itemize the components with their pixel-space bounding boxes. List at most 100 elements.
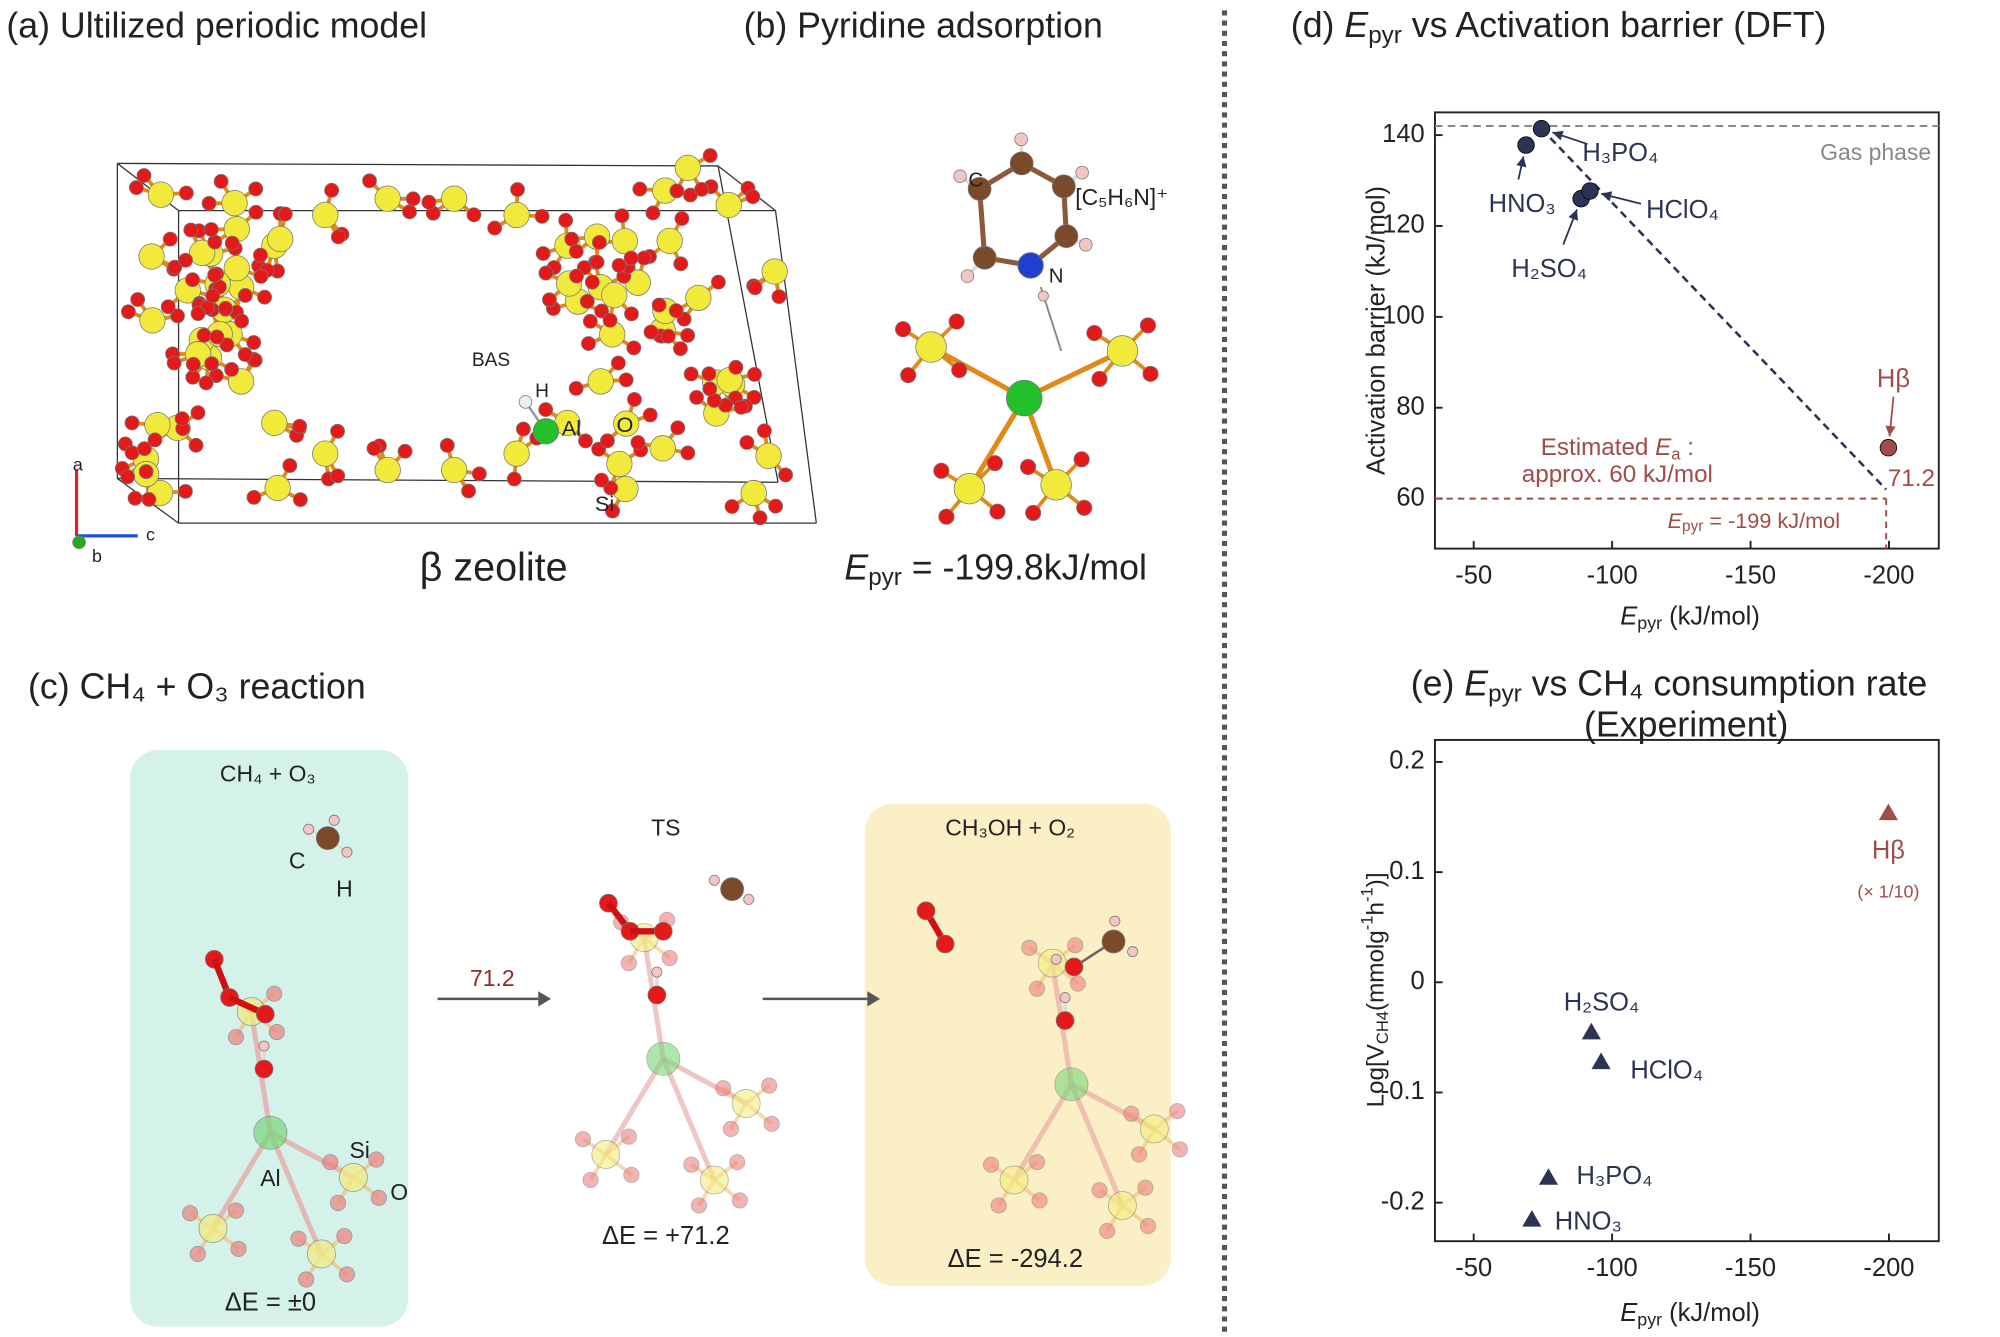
- atom: [747, 280, 763, 296]
- point-label: Hβ: [1872, 837, 1905, 865]
- atom: [1139, 317, 1156, 334]
- atom: [1171, 1141, 1188, 1158]
- atom: [752, 510, 768, 526]
- point-label: HNO₃: [1555, 1208, 1622, 1236]
- atom-label: Al: [562, 416, 581, 441]
- atom: [624, 306, 639, 322]
- atom: [1021, 939, 1038, 956]
- atom: [322, 1154, 339, 1171]
- atom: [895, 321, 912, 338]
- atom: [1091, 370, 1108, 387]
- atom: [600, 433, 615, 449]
- atom: [649, 435, 676, 462]
- atom: [166, 355, 182, 371]
- atom: [204, 356, 220, 372]
- bond: [117, 162, 719, 167]
- atom: [569, 268, 584, 284]
- title-text: vs Activation barrier (DFT): [1402, 6, 1827, 46]
- pointer-head: [1601, 191, 1613, 202]
- point-label: HNO₃: [1489, 190, 1556, 218]
- atom: [330, 229, 346, 245]
- atom: [292, 492, 308, 508]
- atom: [710, 274, 726, 290]
- atom: [660, 328, 676, 344]
- superscript: -1: [1358, 887, 1377, 902]
- atom: [330, 468, 346, 484]
- atom: [246, 489, 262, 505]
- atom: [147, 181, 175, 208]
- atom: [1139, 1114, 1169, 1144]
- atom: [591, 234, 607, 250]
- point: [1879, 439, 1898, 457]
- atom: [670, 420, 686, 436]
- state-label: CH₄ + O₃: [220, 761, 316, 787]
- atom: [290, 1230, 307, 1247]
- y-tick-label: 140: [1382, 120, 1425, 148]
- atom: [651, 297, 667, 313]
- atom: [127, 490, 143, 506]
- atom: [1076, 499, 1093, 516]
- atom: [689, 389, 704, 405]
- atom: [227, 1029, 245, 1046]
- x-tick-label: -150: [1725, 1254, 1776, 1282]
- atom: [248, 204, 264, 220]
- atom: [207, 234, 223, 250]
- atom: [683, 1156, 700, 1173]
- label-part: h: [1363, 902, 1390, 915]
- subscript: CH4: [1373, 1011, 1392, 1044]
- atom: [1040, 469, 1072, 501]
- atom: [646, 1041, 681, 1076]
- atom: [1028, 980, 1046, 997]
- atom: [568, 380, 584, 396]
- atom: [506, 471, 522, 487]
- atom-label: BAS: [472, 350, 510, 371]
- atom: [138, 243, 165, 270]
- caption: β zeolite: [420, 546, 568, 590]
- atom: [986, 455, 1003, 472]
- atom-label: C: [289, 847, 306, 873]
- atom: [137, 441, 152, 457]
- x-tick-label: -200: [1863, 561, 1914, 589]
- point: [1517, 136, 1535, 154]
- atom: [601, 281, 628, 309]
- atom: [338, 1266, 355, 1283]
- x-tick-label: -100: [1587, 1254, 1638, 1282]
- atom: [900, 367, 917, 384]
- atom: [266, 985, 283, 1002]
- atom: [1106, 335, 1139, 367]
- x-axis-label: Epyr (kJ/mol): [1620, 1299, 1760, 1329]
- atom: [1109, 915, 1121, 927]
- atom: [620, 1128, 637, 1145]
- point-label: H₂SO₄: [1564, 988, 1640, 1016]
- annotation: approx. 60 kJ/mol: [1522, 461, 1713, 488]
- atom: [338, 1163, 368, 1192]
- state-label: TS: [651, 814, 680, 840]
- atom: [768, 498, 783, 514]
- panel-title: (c) CH₄ + O₃ reaction: [28, 666, 366, 706]
- state-label: CH₃OH + O₂: [945, 814, 1075, 840]
- atom: [277, 206, 293, 222]
- atom: [227, 1202, 245, 1219]
- atom: [1017, 252, 1044, 279]
- atom: [120, 469, 136, 485]
- atom: [763, 1115, 780, 1132]
- energy: ΔE = ±0: [225, 1288, 316, 1316]
- atom: [503, 201, 530, 229]
- atom-label: Si: [595, 491, 614, 516]
- subscript: pyr: [1488, 681, 1522, 708]
- point: [1591, 1052, 1611, 1070]
- pointer-head: [1568, 209, 1579, 221]
- atom: [130, 292, 146, 307]
- y-tick-label: 0.2: [1389, 747, 1424, 775]
- x-tick-label: -50: [1455, 561, 1492, 589]
- point-label: Hβ: [1877, 365, 1910, 393]
- atom: [307, 1239, 336, 1269]
- atom: [731, 1089, 761, 1118]
- pointer-head: [1885, 425, 1896, 437]
- atom: [972, 245, 997, 270]
- atom: [207, 267, 223, 283]
- atom: [248, 181, 264, 197]
- atom: [510, 182, 525, 197]
- atom: [1020, 458, 1037, 476]
